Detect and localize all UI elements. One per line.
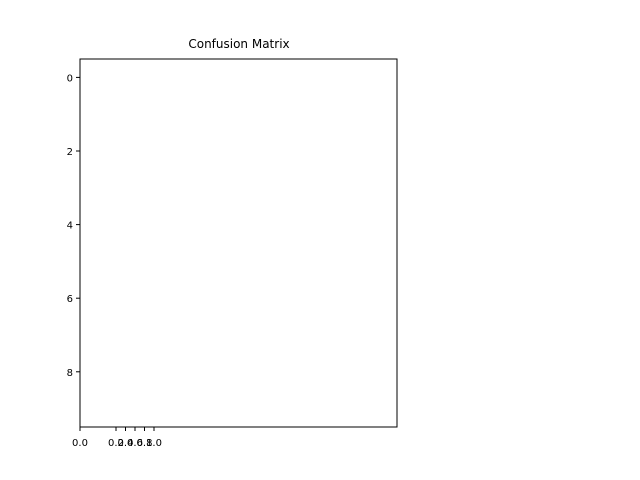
x-tick-label: 0.8 (137, 438, 153, 449)
x-tick-label: 1.0 (146, 438, 162, 449)
x-axis: 0.0 0.20.40.60.81.0 (72, 427, 162, 449)
x-tick-label: 0.6 (127, 438, 143, 449)
plot-frame (79, 58, 398, 428)
y-tick-label: 2 (67, 147, 73, 158)
y-tick-label: 4 (67, 221, 73, 232)
y-tick-label: 8 (67, 368, 73, 379)
x-tick-label: 0.2 (108, 438, 124, 449)
x-tick-label: 0.0 (72, 438, 88, 449)
chart-title: Confusion Matrix (188, 37, 289, 51)
x-tick-label: 0.4 (118, 438, 134, 449)
y-tick-label: 6 (67, 294, 73, 305)
y-axis: 0 2 4 6 8 (67, 73, 80, 379)
y-tick-label: 0 (67, 73, 73, 84)
